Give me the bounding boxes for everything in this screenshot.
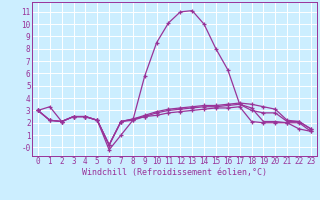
X-axis label: Windchill (Refroidissement éolien,°C): Windchill (Refroidissement éolien,°C) [82,168,267,177]
